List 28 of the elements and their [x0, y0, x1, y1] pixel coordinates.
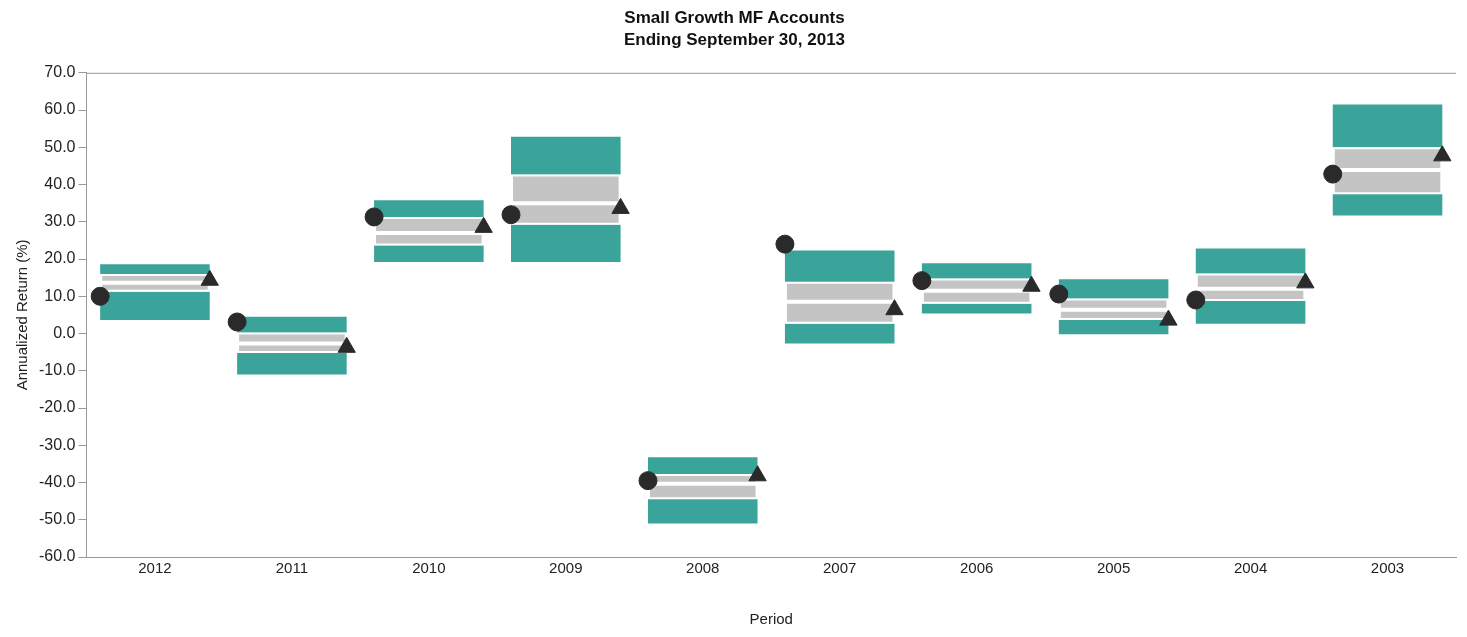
y-tick-label: -10.0	[39, 361, 76, 379]
chart-subtitle: Ending September 30, 2013	[623, 30, 846, 50]
x-tick-label: 2005	[1096, 559, 1131, 577]
x-tick-label: 2007	[823, 559, 857, 577]
x-tick-label: 2004	[1233, 559, 1268, 577]
x-tick-label: 2010	[412, 559, 446, 577]
x-tick-label: 2006	[959, 559, 994, 577]
x-axis-title: Period	[749, 610, 793, 628]
y-tick-label: 30.0	[44, 212, 76, 230]
y-tick-label: -50.0	[39, 510, 76, 528]
x-tick-label: 2003	[1370, 559, 1405, 577]
y-tick-label: 70.0	[44, 63, 76, 81]
y-tick-label: 60.0	[44, 100, 76, 118]
y-tick-label: 20.0	[44, 249, 76, 267]
x-tick-label: 2011	[275, 559, 309, 577]
y-tick-label: 0.0	[53, 323, 76, 341]
y-tick-label: -30.0	[39, 435, 76, 453]
x-tick-label: 2008	[686, 559, 720, 577]
x-tick-label: 2009	[549, 559, 583, 577]
y-tick-label: -40.0	[39, 472, 76, 490]
y-tick-label: 40.0	[44, 174, 76, 192]
y-tick-label: -20.0	[39, 398, 76, 416]
y-tick-label: -60.0	[39, 547, 76, 565]
y-axis-title: Annualized Return (%)	[13, 239, 31, 391]
y-tick-label: 50.0	[44, 137, 76, 155]
y-tick-label: 10.0	[44, 286, 76, 304]
chart-title: Small Growth MF Accounts	[624, 7, 845, 27]
x-tick-label: 2012	[138, 559, 172, 577]
